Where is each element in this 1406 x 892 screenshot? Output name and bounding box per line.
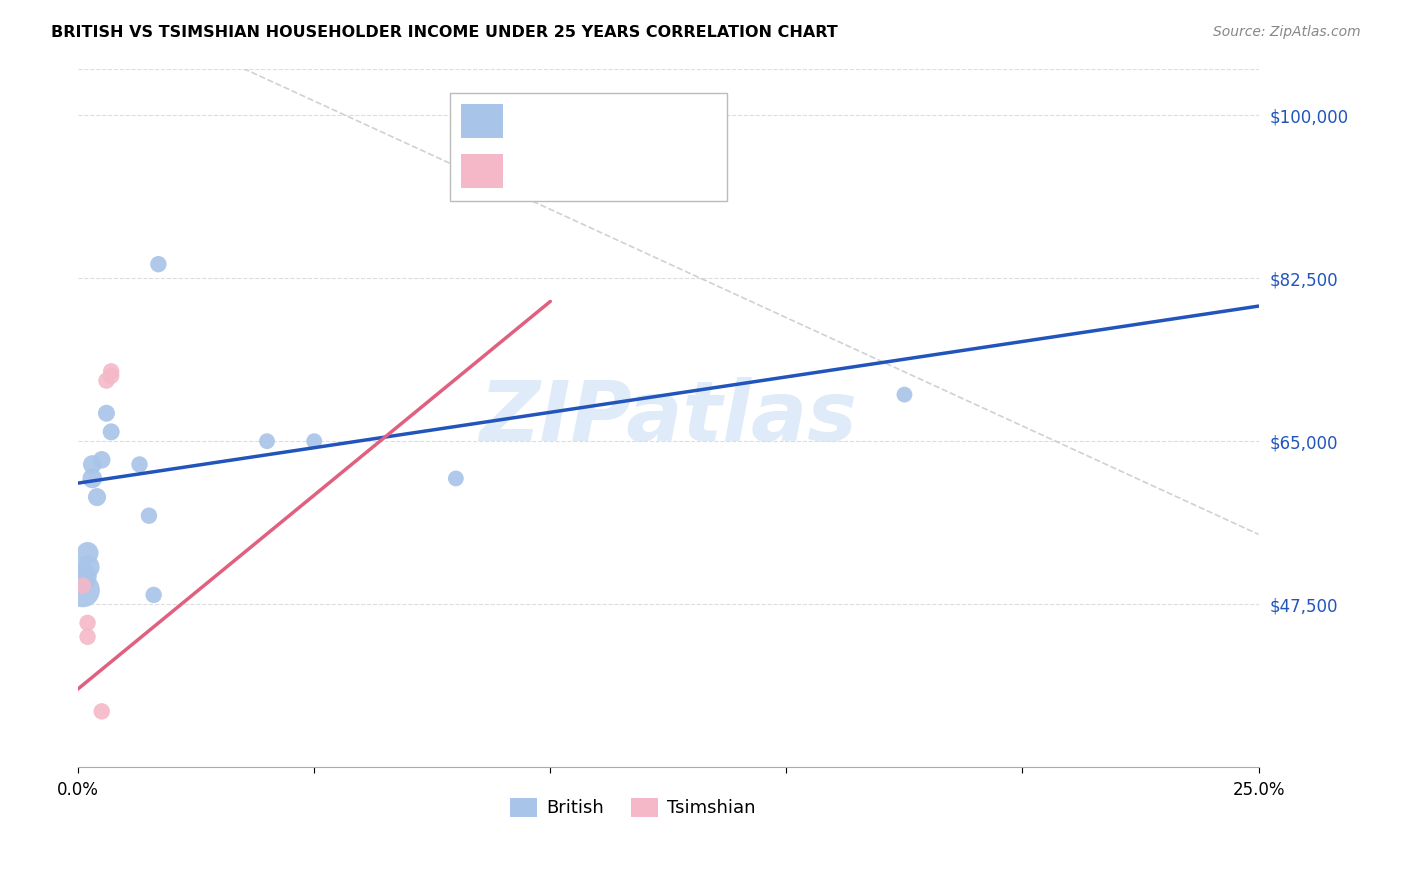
Point [76,630,98,644]
Point [96,374,118,388]
Text: BRITISH VS TSIMSHIAN HOUSEHOLDER INCOME UNDER 25 YEARS CORRELATION CHART: BRITISH VS TSIMSHIAN HOUSEHOLDER INCOME … [51,25,838,40]
Point [76,560,98,574]
Point [148,257,170,271]
Point [72,578,94,592]
Point [138,508,160,523]
Point [86,490,108,504]
Point [256,434,278,449]
Point [100,368,122,383]
Text: ZIPatlas: ZIPatlas [479,377,858,458]
Point [90,452,112,467]
Point [82,458,104,472]
Point [893,387,915,401]
Point [72,569,94,583]
Point [302,434,325,449]
Point [90,704,112,718]
Point [100,425,122,439]
Legend: British, Tsimshian: British, Tsimshian [503,791,763,824]
Point [76,546,98,560]
Text: Source: ZipAtlas.com: Source: ZipAtlas.com [1213,25,1361,39]
Point [100,364,122,378]
Point [76,615,98,630]
Point [82,471,104,485]
Point [142,588,165,602]
Point [72,583,94,598]
Point [444,471,467,485]
Point [96,406,118,420]
Point [128,458,150,472]
